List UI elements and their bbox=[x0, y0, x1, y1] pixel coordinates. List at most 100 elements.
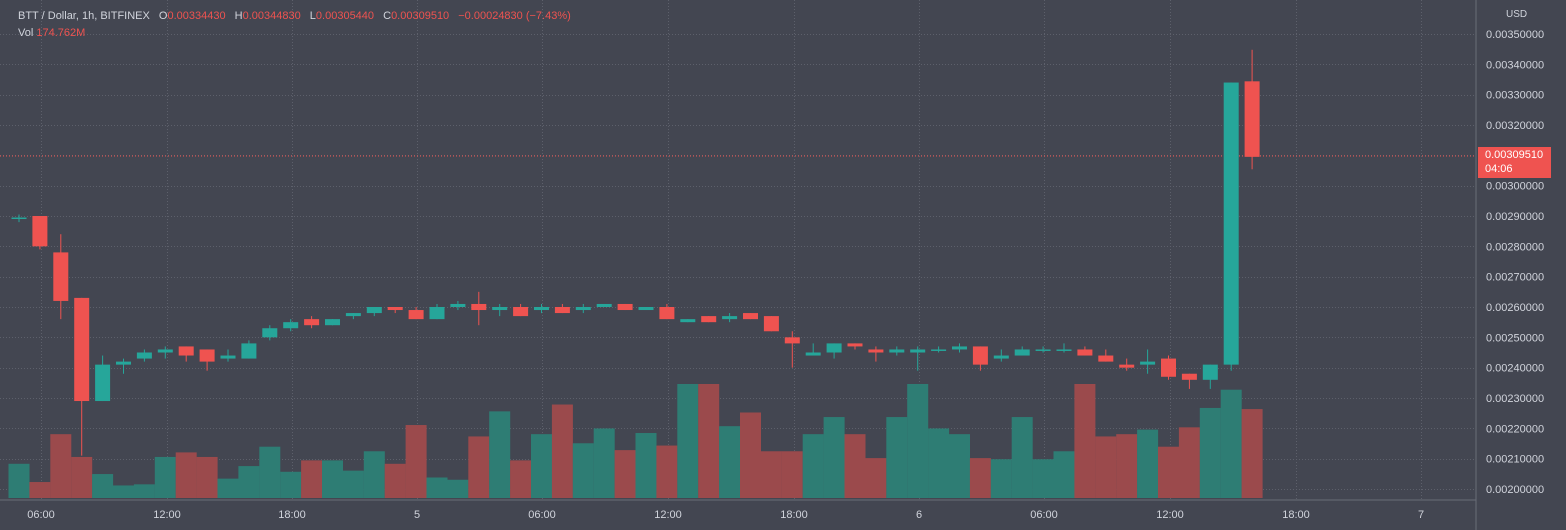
low-value: 0.00305440 bbox=[315, 10, 375, 22]
price-tick-label: 0.00260000 bbox=[1486, 302, 1544, 314]
time-tick-label: 06:00 bbox=[1030, 509, 1058, 521]
candle-body bbox=[1098, 355, 1114, 362]
candle-body bbox=[534, 307, 549, 311]
price-tick-label: 0.00200000 bbox=[1486, 484, 1544, 496]
candle-body bbox=[1223, 82, 1239, 365]
candle-body bbox=[471, 303, 487, 311]
price-tick-label: 0.00340000 bbox=[1486, 59, 1544, 71]
candles bbox=[11, 49, 1260, 456]
volume-bar bbox=[1095, 436, 1117, 498]
candle-body bbox=[1056, 349, 1072, 351]
candle-body bbox=[868, 349, 884, 353]
candle-body bbox=[429, 307, 445, 320]
candle-body bbox=[889, 349, 905, 353]
volume-bar bbox=[113, 485, 134, 498]
volume-bar bbox=[928, 428, 950, 498]
volume-bar bbox=[844, 434, 866, 498]
time-tick-label: 18:00 bbox=[1282, 509, 1310, 521]
price-tick-label: 0.00240000 bbox=[1486, 363, 1544, 375]
volume-bar bbox=[1032, 459, 1054, 498]
time-tick-label: 12:00 bbox=[153, 509, 181, 521]
volume-bar bbox=[196, 456, 218, 498]
candle-body bbox=[743, 313, 758, 320]
candle-body bbox=[53, 252, 69, 301]
high-value: 0.00344830 bbox=[242, 10, 301, 22]
volume-bar bbox=[760, 451, 782, 498]
volume-bar bbox=[1053, 451, 1075, 498]
volume-bar bbox=[217, 478, 239, 498]
low-key: L bbox=[309, 10, 316, 22]
volume-bar bbox=[133, 484, 155, 498]
candle-body bbox=[1119, 364, 1135, 368]
price-tick-label: 0.00270000 bbox=[1486, 272, 1544, 284]
volume-bar bbox=[8, 463, 30, 498]
volume-bar bbox=[802, 434, 824, 498]
volume-bar bbox=[635, 433, 657, 498]
candle-body bbox=[178, 346, 194, 356]
volume-bar bbox=[551, 404, 573, 498]
candle-body bbox=[408, 310, 424, 320]
time-axis[interactable]: 06:00 12:00 18:00 5 06:00 12:00 18:00 6 06:00 12:… bbox=[27, 509, 1424, 521]
volume-bars bbox=[8, 384, 1263, 498]
candle-body bbox=[1140, 361, 1156, 365]
candle-body bbox=[366, 307, 382, 314]
volume-bar bbox=[154, 456, 176, 498]
candle-body bbox=[910, 349, 926, 353]
candle-body bbox=[513, 307, 529, 317]
candle-body bbox=[952, 346, 967, 350]
price-tick-label: 0.00210000 bbox=[1486, 454, 1544, 466]
price-tick-label: 0.00250000 bbox=[1486, 332, 1544, 344]
volume-bar bbox=[949, 434, 970, 498]
volume-bar bbox=[886, 417, 908, 498]
volume-bar bbox=[426, 477, 448, 498]
volume-bar bbox=[1220, 389, 1242, 498]
bar-countdown: 04:06 bbox=[1485, 163, 1513, 175]
chart-legend: BTT / Dollar, 1h, BITFINEX O0.00334430 H… bbox=[18, 8, 577, 42]
price-axis-bg[interactable] bbox=[1476, 0, 1566, 500]
candle-body bbox=[805, 352, 821, 356]
time-tick-label: 06:00 bbox=[528, 509, 556, 521]
time-tick-label: 5 bbox=[414, 509, 420, 521]
candle-body bbox=[262, 328, 278, 338]
time-tick-label: 18:00 bbox=[278, 509, 306, 521]
candle-body bbox=[387, 307, 403, 311]
candle-body bbox=[157, 349, 173, 353]
last-price-label: 0.00309510 04:06 bbox=[1478, 147, 1551, 178]
price-tick-label: 0.00320000 bbox=[1486, 120, 1544, 132]
time-tick-label: 12:00 bbox=[1156, 509, 1184, 521]
symbol-title[interactable]: BTT / Dollar, 1h, BITFINEX bbox=[18, 10, 150, 22]
candle-body bbox=[1077, 349, 1093, 356]
candle-body bbox=[931, 349, 947, 351]
volume-bar bbox=[593, 428, 615, 498]
volume-bar bbox=[1199, 407, 1221, 498]
volume-bar bbox=[677, 384, 699, 498]
volume-key: Vol bbox=[18, 27, 34, 39]
candle-body bbox=[554, 307, 570, 314]
candle-body bbox=[1035, 349, 1051, 351]
volume-bar bbox=[698, 384, 720, 498]
candle-body bbox=[1202, 364, 1218, 380]
candle-body bbox=[680, 319, 696, 323]
volume-bar bbox=[1116, 434, 1138, 498]
candle-body bbox=[95, 364, 111, 402]
candle-body bbox=[826, 343, 842, 353]
candle-body bbox=[617, 303, 633, 311]
candle-body bbox=[596, 303, 612, 307]
candle-body bbox=[847, 343, 863, 347]
volume-bar bbox=[468, 436, 490, 498]
volume-bar bbox=[865, 458, 887, 498]
candle-body bbox=[220, 355, 236, 359]
volume-bar bbox=[322, 460, 343, 498]
volume-bar bbox=[447, 479, 469, 498]
candle-body bbox=[722, 316, 738, 320]
volume-bar bbox=[1011, 417, 1033, 498]
price-tick-label: 0.00230000 bbox=[1486, 393, 1544, 405]
volume-bar bbox=[363, 451, 385, 498]
candle-body bbox=[575, 307, 591, 311]
candle-body bbox=[304, 319, 320, 326]
time-tick-label: 6 bbox=[916, 509, 922, 521]
volume-bar bbox=[238, 466, 260, 498]
scale-currency-label[interactable]: USD bbox=[1506, 9, 1528, 20]
